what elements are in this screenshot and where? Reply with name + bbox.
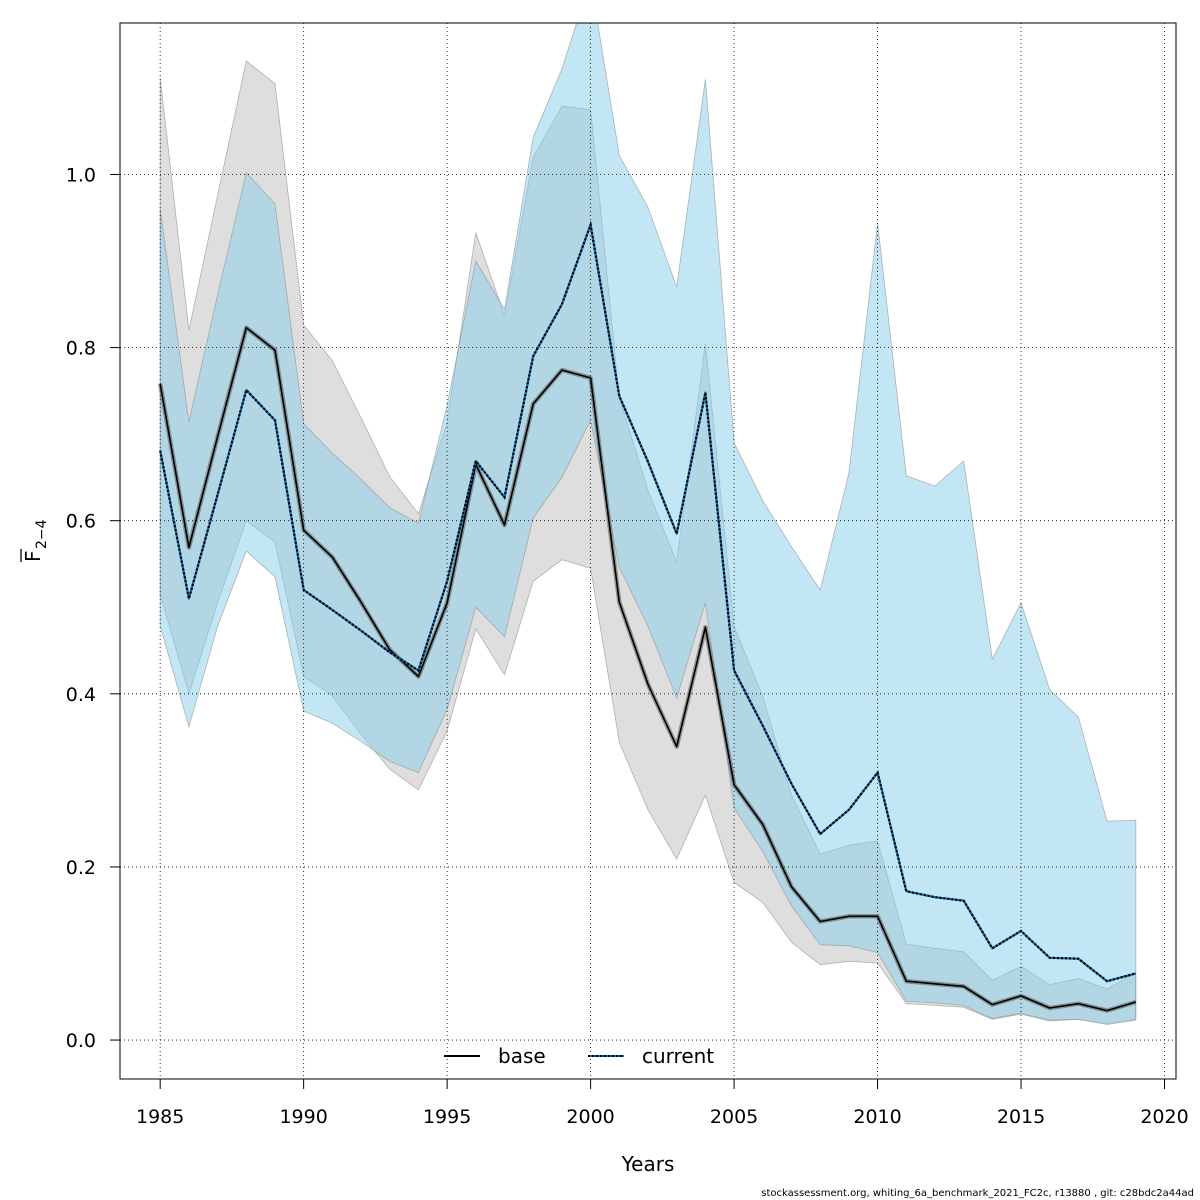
x-tick-label: 1990 (279, 1106, 327, 1128)
y-tick-label: 0.2 (66, 857, 96, 879)
y-axis-title: F2−4 (20, 519, 50, 562)
y-tick-label: 0.6 (66, 511, 96, 533)
line-base (159, 326, 1137, 1012)
x-tick-label: 2000 (566, 1106, 614, 1128)
x-axis-title: Years (621, 1152, 675, 1176)
line-current (159, 220, 1137, 983)
y-tick-label: 0.4 (66, 684, 96, 706)
x-tick-label: 2010 (853, 1106, 901, 1128)
y-title-subscript: 2−4 (34, 519, 50, 549)
series-lines (157, 220, 1137, 1013)
legend-label-current: current (642, 1044, 714, 1068)
y-tick-label: 0.8 (66, 338, 96, 360)
confidence-bands (159, 23, 1137, 1025)
x-tick-label: 1995 (423, 1106, 471, 1128)
x-tick-label: 2020 (1140, 1106, 1188, 1128)
axes: 1985 1990 1995 2000 2005 2010 2015 2020 0.0 0.2 0.… (66, 164, 1189, 1128)
legend: base current (444, 1044, 714, 1068)
y-tick-label: 0.0 (66, 1030, 96, 1052)
x-tick-label: 2015 (997, 1106, 1045, 1128)
credit-footer: stockassessment.org, whiting_6a_benchmar… (761, 1188, 1194, 1199)
band-current (159, 23, 1137, 1025)
x-tick-label: 2005 (710, 1106, 758, 1128)
grid-lines (120, 23, 1176, 1079)
x-tick-label: 1985 (136, 1106, 184, 1128)
y-title-main: F (21, 550, 45, 562)
y-tick-label: 1.0 (66, 164, 96, 186)
legend-label-base: base (498, 1044, 546, 1068)
